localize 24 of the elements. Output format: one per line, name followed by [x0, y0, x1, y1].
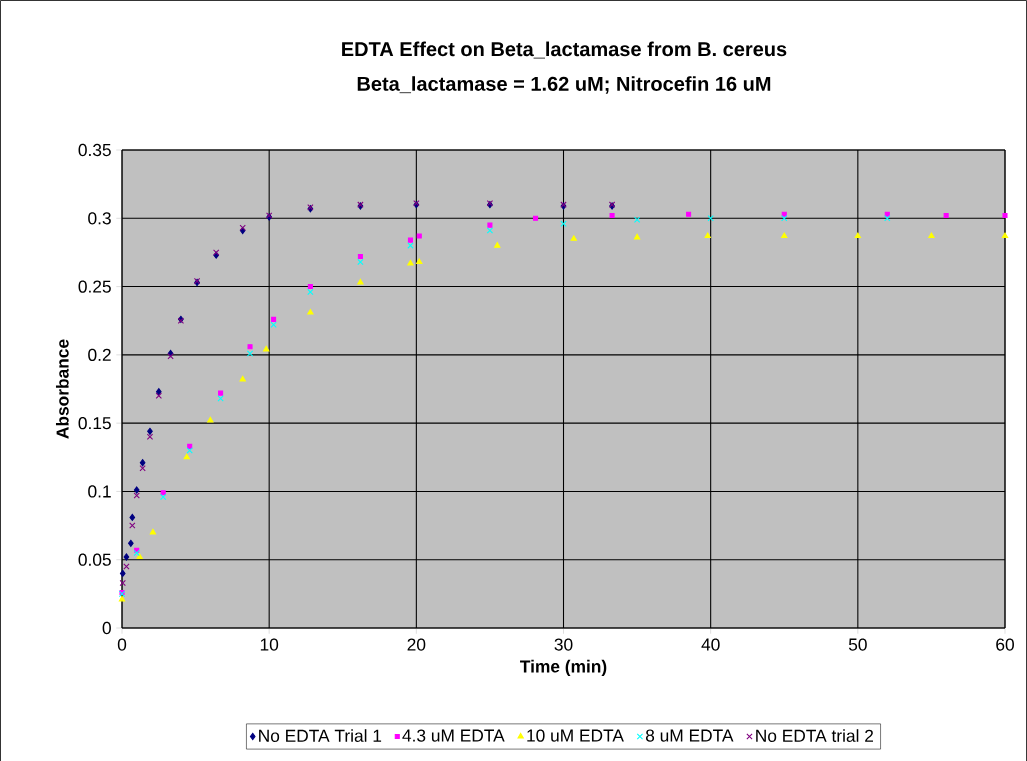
x-tick-label: 10: [260, 638, 279, 651]
x-tick-label: 30: [554, 638, 573, 651]
x-tick-label: 60: [996, 638, 1014, 651]
legend-label: 10 uM EDTA: [527, 729, 624, 742]
chart-subtitle: Beta_lactamase = 1.62 uM; Nitrocefin 16 uM: [357, 76, 771, 94]
x-tick-label: 20: [407, 638, 426, 651]
x-axis-title: Time (min): [520, 659, 607, 676]
y-tick-label: 0.2: [88, 348, 111, 361]
y-tick-label: 0.15: [78, 417, 111, 430]
x-tick-label: 50: [848, 638, 867, 651]
x-tick-label: 40: [701, 638, 720, 651]
y-tick-label: 0.25: [78, 280, 111, 293]
y-tick-label: 0: [102, 621, 111, 635]
legend-label: No EDTA trial 2: [756, 729, 874, 742]
legend-label: No EDTA Trial 1: [259, 729, 382, 742]
y-tick-label: 0.35: [78, 143, 111, 157]
y-tick-label: 0.3: [88, 212, 111, 225]
y-axis-title: Absorbance: [55, 339, 69, 439]
legend-label: 8 uM EDTA: [645, 729, 734, 742]
chart-title: EDTA Effect on Beta_lactamase from B. cereus: [342, 41, 787, 59]
y-tick-label: 0.1: [88, 485, 111, 498]
legend-label: 4.3 uM EDTA: [402, 729, 505, 742]
x-tick-label: 0: [117, 638, 127, 651]
y-tick-label: 0.05: [78, 553, 111, 566]
